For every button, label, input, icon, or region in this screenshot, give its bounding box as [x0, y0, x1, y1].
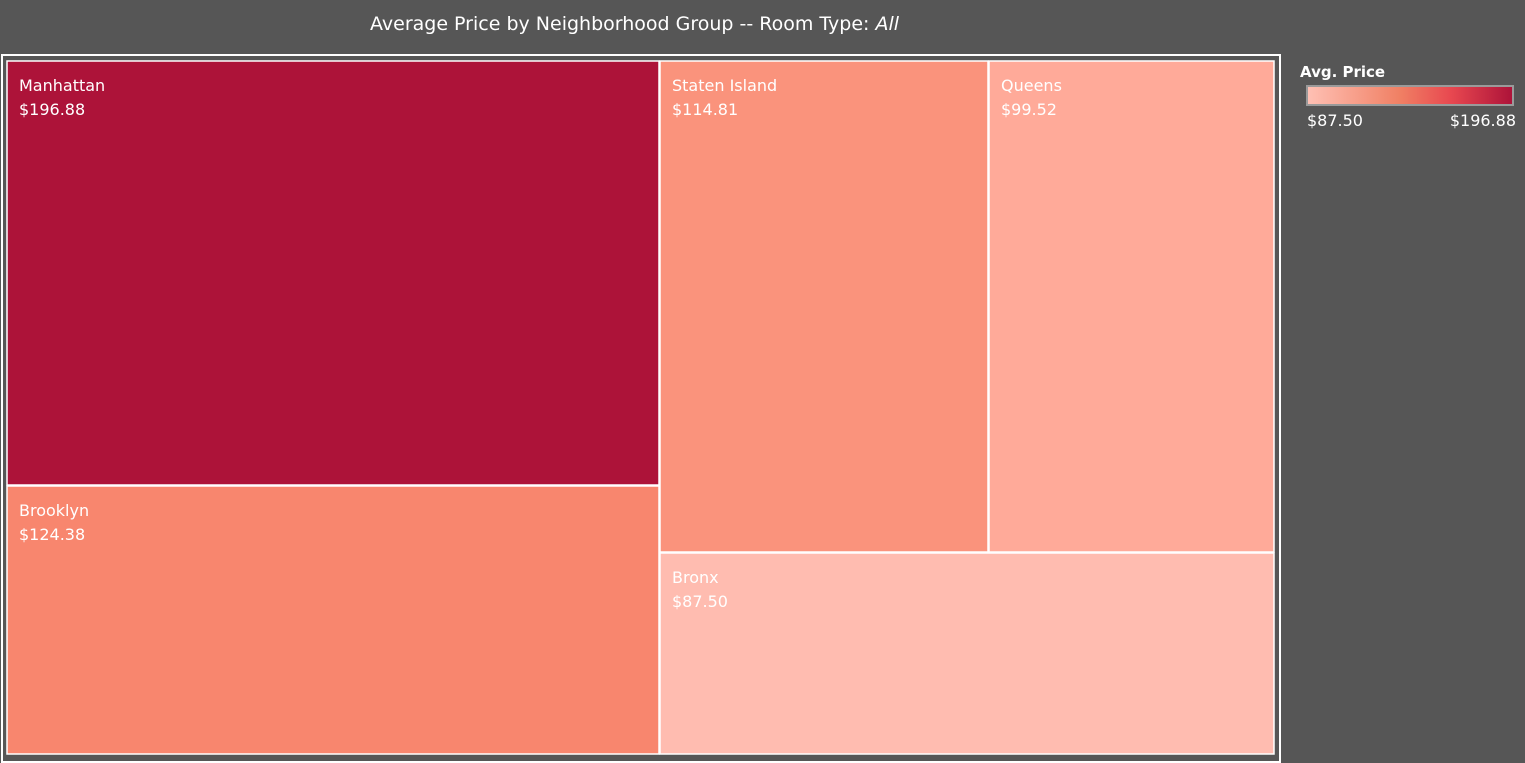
legend-title: Avg. Price — [1300, 63, 1386, 81]
tile-name-queens: Queens — [1001, 76, 1062, 95]
chart-title: Average Price by Neighborhood Group -- R… — [370, 13, 899, 35]
legend-max-label: $196.88 — [1449, 111, 1516, 130]
room-type-filter-value[interactable]: All — [875, 13, 900, 35]
treemap-tile-queens[interactable] — [988, 60, 1275, 553]
chart-title-text: Average Price by Neighborhood Group -- R… — [370, 13, 876, 35]
tile-value-bronx: $87.50 — [672, 592, 728, 611]
tile-value-manhattan: $196.88 — [19, 100, 85, 119]
treemap-chart: Manhattan $196.88 Brooklyn $124.38 Staten Is… — [6, 60, 1275, 755]
tile-value-staten-island: $114.81 — [672, 100, 738, 119]
treemap-tile-staten-island[interactable] — [659, 60, 989, 553]
legend-range-labels: $87.50 $196.88 — [1300, 111, 1520, 133]
tile-name-bronx: Bronx — [672, 568, 719, 587]
tile-value-brooklyn: $124.38 — [19, 525, 85, 544]
treemap-tile-manhattan[interactable] — [6, 60, 660, 486]
treemap-tile-bronx[interactable] — [659, 552, 1275, 755]
legend-min-label: $87.50 — [1307, 111, 1363, 130]
legend-color-ramp — [1306, 85, 1514, 106]
color-legend: Avg. Price $87.50 $196.88 — [1300, 63, 1520, 133]
tile-value-queens: $99.52 — [1001, 100, 1057, 119]
tile-name-manhattan: Manhattan — [19, 76, 105, 95]
treemap-tile-brooklyn[interactable] — [6, 485, 660, 755]
tile-name-brooklyn: Brooklyn — [19, 501, 89, 520]
treemap-frame — [1, 54, 1281, 763]
tile-name-staten-island: Staten Island — [672, 76, 777, 95]
